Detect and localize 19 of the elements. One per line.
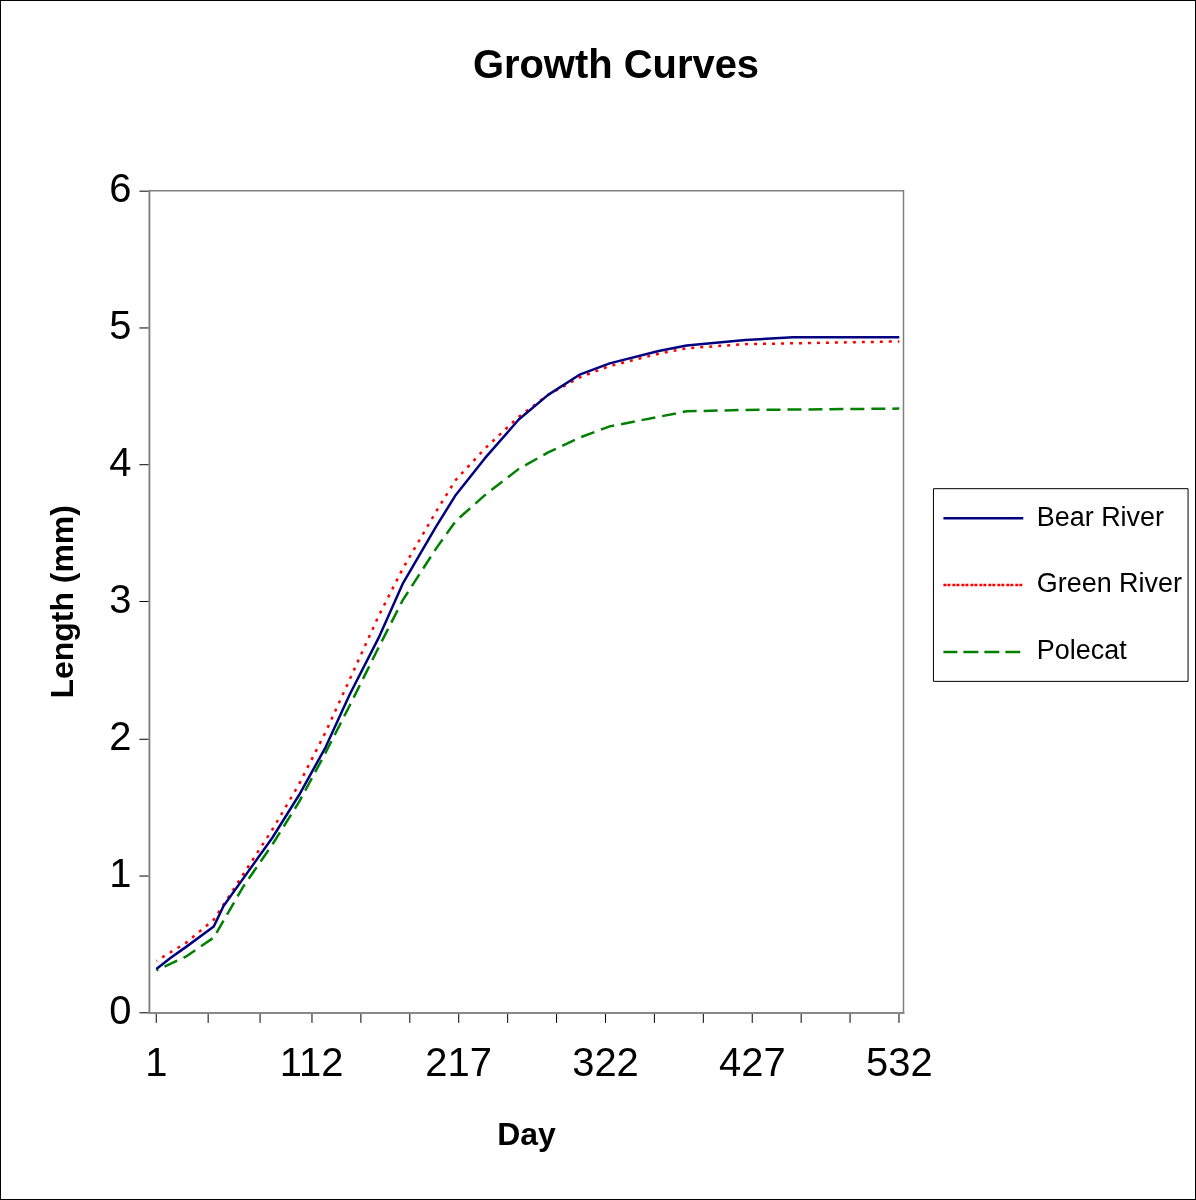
y-tick-label: 5 (109, 302, 132, 347)
y-tick-label: 1 (109, 850, 132, 895)
chart-title: Growth Curves (472, 41, 760, 86)
y-tick-label: 2 (109, 713, 132, 758)
x-tick-label: 112 (279, 1039, 344, 1084)
x-tick-label: 532 (865, 1039, 933, 1084)
x-tick-label: 217 (425, 1039, 492, 1084)
y-tick-label: 6 (109, 165, 132, 210)
y-tick-label: 4 (109, 439, 132, 484)
legend-label: Green River (1036, 568, 1182, 599)
legend-label: Polecat (1036, 635, 1128, 666)
x-tick-label: 322 (572, 1039, 639, 1084)
y-tick-label: 3 (109, 576, 132, 621)
legend-label: Bear River (1036, 501, 1165, 532)
x-axis-title: Day (497, 1115, 556, 1152)
y-axis-title: Length (mm) (43, 505, 80, 699)
y-tick-label: 0 (109, 987, 132, 1032)
x-tick-label: 1 (145, 1039, 168, 1084)
x-tick-label: 427 (719, 1039, 786, 1084)
